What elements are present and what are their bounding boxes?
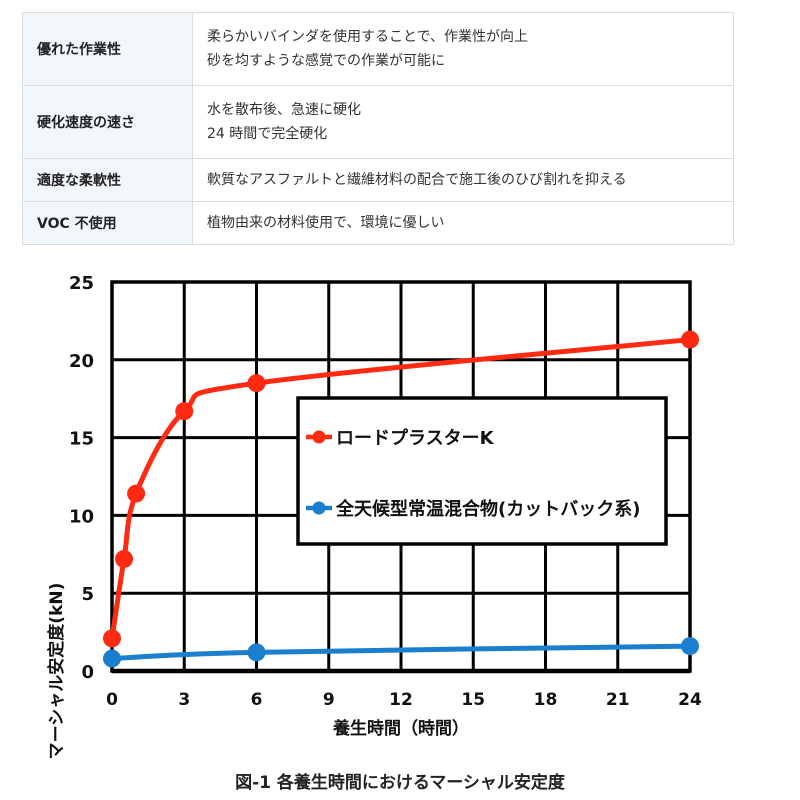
y-tick-label: 0 (81, 662, 94, 683)
feature-description: 植物由来の材料使用で、環境に優しい (192, 201, 734, 245)
description-line: 砂を均すような感覚での作業が可能に (207, 53, 445, 69)
x-tick-label: 12 (389, 690, 413, 710)
y-tick-label: 5 (81, 584, 94, 605)
series-line (109, 643, 693, 662)
table-row: VOC 不使用 植物由来の材料使用で、環境に優しい (22, 201, 734, 245)
table-row: 適度な柔軟性 軟質なアスファルトと繊維材料の配合で施工後のひび割れを抑える (22, 158, 734, 202)
x-tick-label: 6 (251, 690, 263, 710)
feature-description: 柔らかいバインダを使用することで、作業性が向上 砂を均すような感覚での作業が可能… (192, 12, 734, 86)
chart-legend: ロードプラスターK 全天候型常温混合物(カットバック系) (296, 396, 668, 546)
data-point-marker (127, 484, 146, 503)
x-axis-ticks: 0 3 6 9 12 15 18 21 24 (106, 690, 702, 710)
feature-table: 優れた作業性 柔らかいバインダを使用することで、作業性が向上 砂を均すような感覚… (22, 12, 734, 245)
data-point-marker (247, 374, 266, 393)
description-line: 水を散布後、急速に硬化 (207, 102, 361, 118)
legend-marker-icon (312, 501, 326, 515)
y-tick-label: 15 (69, 429, 94, 450)
data-point-marker (681, 330, 699, 349)
table-row: 優れた作業性 柔らかいバインダを使用することで、作業性が向上 砂を均すような感覚… (22, 12, 734, 86)
x-tick-label: 15 (461, 690, 485, 710)
data-point-marker (681, 637, 699, 656)
chart-series (103, 330, 699, 668)
marshall-stability-chart: 0 5 10 15 20 25 0 3 6 9 12 15 18 21 24 ロードプラスターK 全天候型常… (46, 273, 702, 760)
x-tick-label: 0 (106, 690, 118, 710)
feature-description: 軟質なアスファルトと繊維材料の配合で施工後のひび割れを抑える (192, 158, 734, 202)
y-tick-label: 20 (69, 351, 94, 372)
data-point-marker (115, 549, 134, 568)
feature-label: 硬化速度の速さ (22, 85, 193, 159)
legend-marker-icon (312, 430, 326, 444)
description-line: 柔らかいバインダを使用することで、作業性が向上 (207, 29, 529, 45)
feature-description: 水を散布後、急速に硬化 24 時間で完全硬化 (192, 85, 734, 159)
x-tick-label: 24 (678, 690, 702, 710)
x-tick-label: 21 (606, 690, 630, 710)
data-point-marker (103, 649, 121, 668)
data-point-marker (103, 629, 121, 648)
legend-box (296, 396, 668, 546)
feature-label: VOC 不使用 (22, 201, 193, 245)
feature-label: 優れた作業性 (22, 12, 193, 86)
data-point-marker (247, 643, 266, 662)
y-axis-ticks: 0 5 10 15 20 25 (69, 273, 94, 683)
description-line: 軟質なアスファルトと繊維材料の配合で施工後のひび割れを抑える (207, 172, 627, 188)
y-tick-label: 10 (69, 506, 94, 527)
x-axis-label: 養生時間（時間） (332, 718, 469, 739)
x-tick-label: 3 (178, 690, 190, 710)
description-line: 24 時間で完全硬化 (207, 126, 328, 142)
x-tick-label: 18 (534, 690, 558, 710)
description-line: 植物由来の材料使用で、環境に優しい (207, 215, 445, 231)
y-axis-label: マーシャル安定度(kN) (46, 583, 67, 760)
y-tick-label: 25 (69, 273, 94, 294)
legend-label: 全天候型常温混合物(カットバック系) (335, 498, 640, 520)
data-point-marker (175, 402, 194, 421)
figure-caption: 図-1 各養生時間におけるマーシャル安定度 (235, 773, 565, 793)
table-row: 硬化速度の速さ 水を散布後、急速に硬化 24 時間で完全硬化 (22, 85, 734, 159)
legend-label: ロードプラスターK (336, 427, 495, 449)
feature-label: 適度な柔軟性 (22, 158, 193, 202)
x-tick-label: 9 (323, 690, 335, 710)
